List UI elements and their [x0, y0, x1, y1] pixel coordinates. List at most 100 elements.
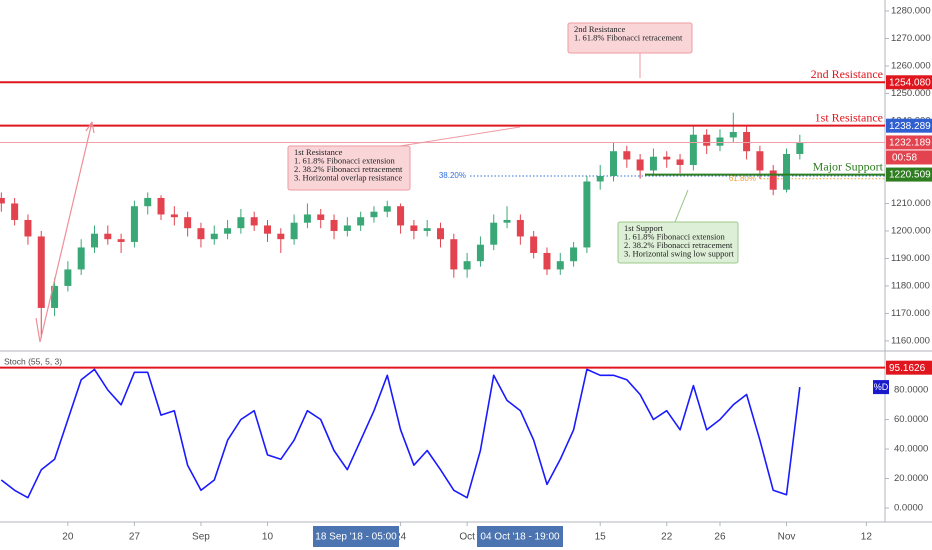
level-name: 2nd Resistance — [811, 67, 883, 81]
candle-body — [104, 233, 112, 240]
y-tick-label: 60.0000 — [894, 414, 928, 425]
crosshair-time-box — [313, 526, 399, 547]
candle-body — [11, 203, 19, 220]
callout-pointer — [399, 126, 521, 147]
candle-body — [437, 228, 445, 240]
crosshair-time-box — [477, 526, 563, 547]
y-tick-label: 1170.000 — [891, 308, 930, 319]
y-tick-label: 1270.000 — [891, 33, 931, 44]
callout-text: 1. 61.8% Fibonacci extension — [294, 155, 396, 165]
candle-body — [623, 151, 631, 160]
candle-body — [476, 244, 484, 262]
candle-body — [184, 217, 192, 229]
y-tick-label: 1250.000 — [891, 88, 931, 99]
y-tick-label: 1180.000 — [891, 280, 930, 291]
y-tick-label: 1260.000 — [891, 61, 931, 72]
callout-text: 2. 38.2% Fibonacci retracement — [294, 164, 403, 174]
x-tick-label: 15 — [595, 532, 607, 543]
countdown: 00:58 — [892, 153, 917, 164]
candle-body — [24, 219, 32, 237]
callout-pointer — [674, 189, 689, 223]
level-name: 1st Resistance — [815, 110, 883, 124]
candle-body — [583, 181, 591, 248]
candle-body — [689, 134, 697, 165]
candle-body — [743, 131, 751, 152]
candle-body — [676, 159, 684, 165]
y-tick-label: 80.0000 — [894, 385, 928, 396]
y-tick-label: 0.0000 — [894, 503, 923, 514]
projection-arrow — [39, 121, 93, 343]
candle-body — [0, 197, 5, 204]
candle-body — [570, 247, 578, 262]
arrow-head — [85, 121, 95, 134]
x-tick-label: 10 — [262, 532, 274, 543]
x-tick-label: 12 — [861, 532, 873, 543]
legend-label: %D — [874, 382, 889, 392]
candle-body — [450, 239, 458, 270]
x-tick-label: Nov — [778, 532, 796, 543]
candle-body — [330, 219, 338, 231]
fib-label: 38.20% — [439, 171, 466, 180]
y-tick-label: 1210.000 — [891, 198, 931, 209]
callout-box — [287, 145, 411, 191]
candle-body — [144, 197, 152, 207]
last-price-label-box — [886, 135, 932, 150]
x-tick-label: 26 — [714, 532, 726, 543]
y-tick-label: 1280.000 — [891, 6, 931, 17]
candle-body — [649, 156, 657, 171]
candle-body — [490, 222, 498, 245]
crosshair-time-label: 04 Oct '18 - 19:00 — [480, 532, 560, 543]
level-price-label: 1220.509 — [889, 170, 931, 181]
x-tick-label: 22 — [661, 532, 673, 543]
candle-body — [503, 219, 511, 223]
candle-body — [77, 247, 85, 270]
callout-text: 2. 38.2% Fibonacci retracement — [624, 240, 733, 250]
callout-box — [617, 221, 739, 264]
level-price-label-box — [886, 167, 932, 182]
candle-body — [90, 233, 98, 248]
y-tick-label: 1200.000 — [891, 225, 931, 236]
candle-body — [224, 228, 232, 234]
candle-body — [769, 170, 777, 190]
last-price-label: 1232.189 — [889, 138, 931, 149]
candle-body — [543, 252, 551, 270]
candle-body — [343, 225, 351, 231]
level-price-label: 1238.289 — [889, 121, 931, 132]
x-tick-label: 27 — [129, 532, 141, 543]
callout-text: 1. 61.8% Fibonacci retracement — [574, 32, 683, 42]
countdown-box — [886, 150, 932, 165]
candle-body — [636, 159, 644, 171]
callout-text: 3. Horizontal swing low support — [624, 248, 734, 258]
x-tick-label: 20 — [62, 532, 74, 543]
candle-body — [290, 222, 298, 240]
level-value-label-box — [886, 360, 932, 375]
projection-line — [35, 317, 41, 343]
candle-body — [370, 211, 378, 218]
candle-body — [250, 217, 258, 226]
candle-body — [303, 214, 311, 223]
candle-body — [64, 269, 72, 286]
candle-body — [357, 217, 365, 226]
candle-body — [51, 285, 59, 308]
candle-body — [516, 219, 524, 237]
candle-body — [37, 236, 45, 308]
candle-body — [756, 151, 764, 171]
level-name: Major Support — [813, 159, 884, 173]
fib-label: 61.80% — [729, 174, 756, 183]
indicator-title: Stoch (55, 5, 3) — [4, 356, 62, 366]
level-price-label: 1254.080 — [889, 77, 931, 88]
level-value-label: 95.1626 — [889, 363, 926, 374]
candle-body — [783, 153, 791, 190]
candle-body — [170, 214, 178, 218]
callout-text: 1st Support — [624, 223, 664, 233]
candle-body — [197, 228, 205, 240]
candle-body — [317, 214, 325, 220]
candle-body — [703, 134, 711, 146]
level-price-label-box — [886, 118, 932, 133]
candle-body — [410, 225, 418, 231]
stoch-line — [0, 368, 801, 499]
callout-text: 1. 61.8% Fibonacci extension — [624, 231, 726, 241]
candle-body — [117, 239, 125, 242]
